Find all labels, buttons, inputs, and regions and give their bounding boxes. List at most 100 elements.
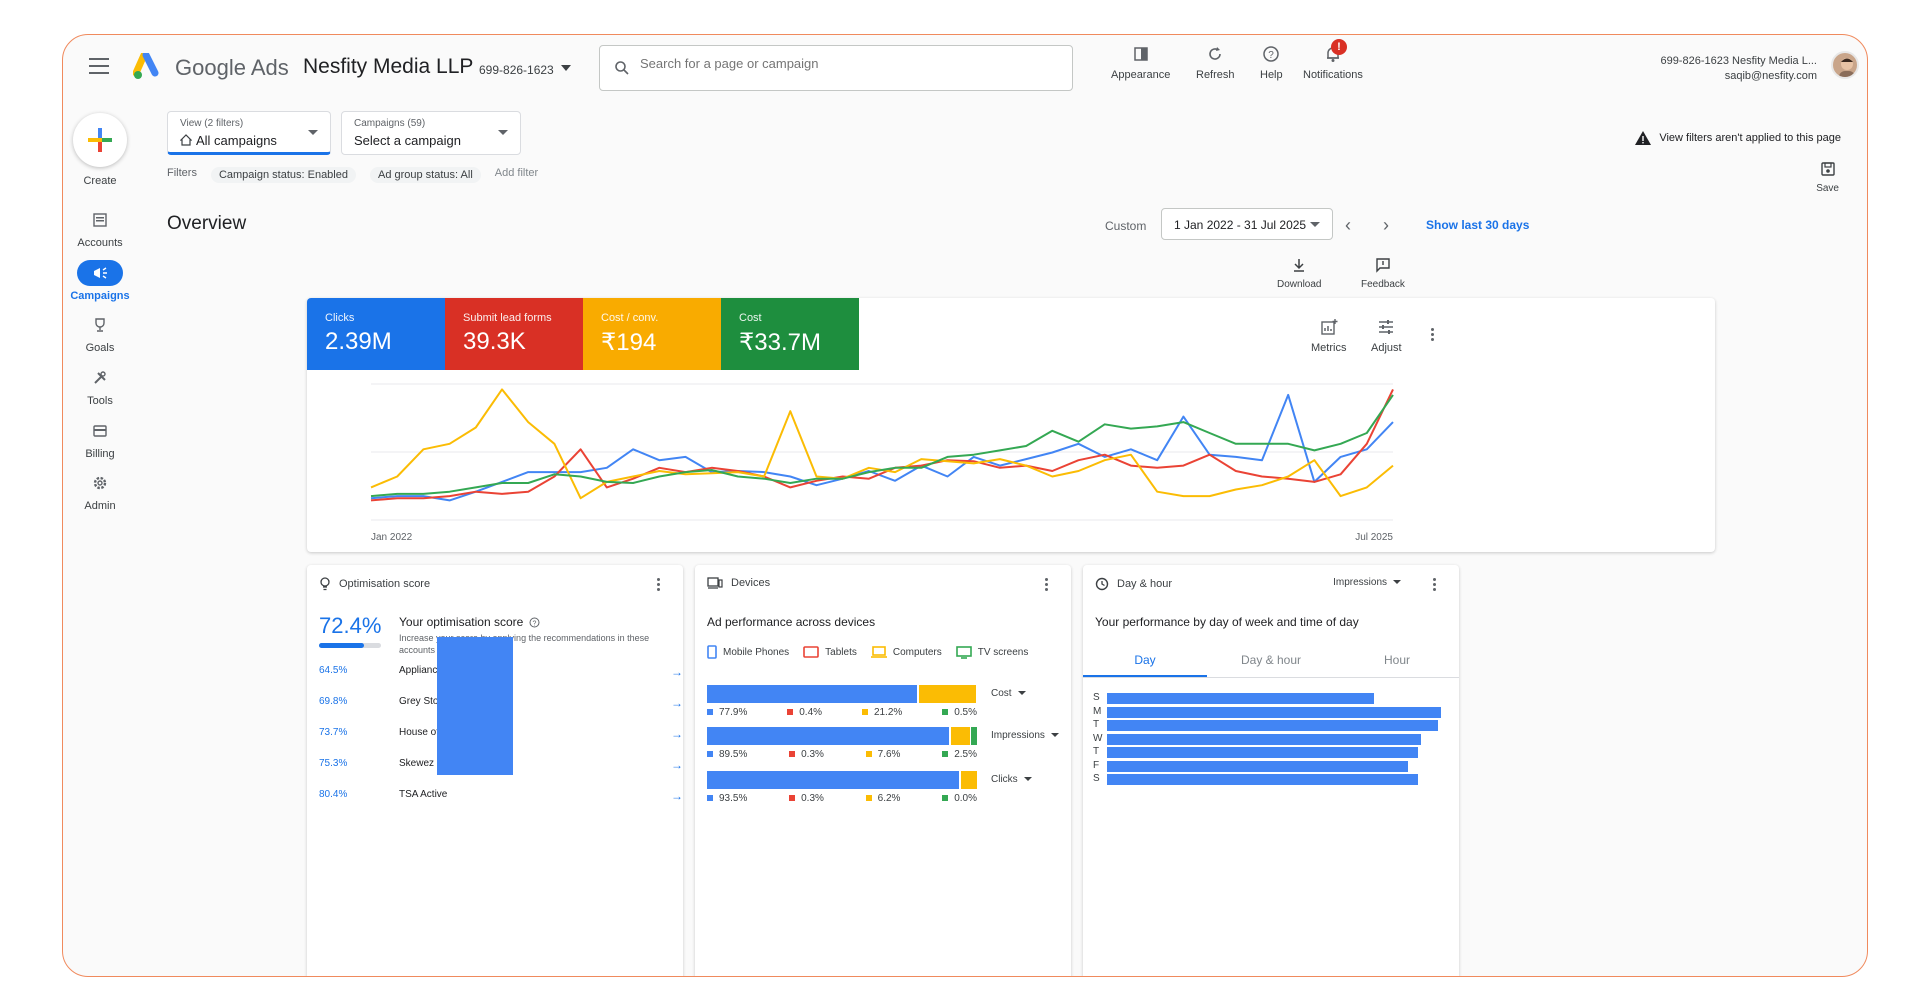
notifications-button[interactable]: ! Notifications (1303, 39, 1363, 81)
nav-tools[interactable]: Tools (63, 365, 137, 407)
device-bar-segment (960, 771, 977, 789)
view-filter-select[interactable]: View (2 filters) All campaigns (167, 111, 331, 155)
device-percentage: 77.9% (707, 707, 747, 718)
date-range-select[interactable]: 1 Jan 2022 - 31 Jul 2025 (1161, 208, 1333, 240)
help-icon[interactable]: ? (529, 617, 540, 628)
nav-campaigns[interactable]: Campaigns (63, 260, 137, 302)
add-filter-button[interactable]: Add filter (494, 167, 539, 179)
user-account-line[interactable]: 699-826-1623 Nesfity Media L... (1660, 55, 1817, 67)
device-percentages: 89.5% 0.3% 7.6% 2.5% (707, 749, 977, 760)
nav-accounts[interactable]: Accounts (63, 207, 137, 249)
account-row[interactable]: 64.5% Applianc → (319, 665, 683, 685)
metric-value: ₹33.7M (739, 329, 821, 356)
impressions-dropdown[interactable]: Impressions (1333, 577, 1401, 588)
help-button[interactable]: ? Help (1260, 45, 1283, 81)
legend-mobile: Mobile Phones (707, 645, 789, 659)
arrow-right-icon[interactable]: → (671, 758, 683, 772)
day-label: M (1093, 705, 1102, 717)
download-icon (1294, 259, 1305, 272)
save-button[interactable]: Save (1816, 161, 1839, 194)
more-options-icon[interactable] (1431, 328, 1435, 343)
device-metric-dropdown[interactable]: Clicks (991, 774, 1032, 785)
more-options-icon[interactable] (657, 578, 661, 593)
nav-billing[interactable]: Billing (63, 418, 137, 460)
hamburger-menu-icon[interactable] (89, 58, 109, 74)
device-percentage: 89.5% (707, 749, 747, 760)
arrow-right-icon[interactable]: → (671, 789, 683, 803)
svg-text:?: ? (533, 620, 537, 627)
account-dropdown-icon[interactable] (561, 65, 571, 71)
create-button[interactable] (73, 113, 127, 167)
account-row[interactable]: 80.4% TSA Active → (319, 789, 683, 809)
show-last-30-days-link[interactable]: Show last 30 days (1426, 218, 1530, 232)
download-label: Download (1277, 279, 1322, 290)
metric-tile-cost-per-conv[interactable]: Cost / conv. ₹194 (583, 298, 721, 370)
account-name[interactable]: Nesfity Media LLP (303, 55, 474, 78)
avatar[interactable] (1831, 51, 1859, 79)
device-metric-dropdown[interactable]: Cost (991, 688, 1026, 699)
account-score: 75.3% (319, 758, 348, 769)
search-box[interactable] (599, 45, 1073, 91)
save-label: Save (1816, 183, 1839, 194)
device-percentage: 93.5% (707, 793, 747, 804)
arrow-right-icon[interactable]: → (671, 696, 683, 710)
view-filter-value: All campaigns (179, 133, 277, 148)
device-bar-segment (917, 685, 919, 703)
campaigns-icon (94, 267, 107, 279)
arrow-right-icon[interactable]: → (671, 665, 683, 679)
appearance-button[interactable]: Appearance (1111, 45, 1170, 81)
device-percentage: 6.2% (866, 793, 901, 804)
account-row[interactable]: 69.8% Grey Stor → (319, 696, 683, 716)
tab-day-and-hour[interactable]: Day & hour (1240, 653, 1302, 667)
nav-tools-label: Tools (87, 395, 113, 407)
devices-card: Devices Ad performance across devices Mo… (695, 565, 1071, 976)
nav-admin-label: Admin (84, 500, 116, 512)
more-options-icon[interactable] (1433, 578, 1437, 593)
device-bar-segment (707, 771, 960, 789)
download-button[interactable]: Download (1277, 257, 1321, 290)
tab-day[interactable]: Day (1083, 653, 1207, 677)
help-icon: ? (1263, 46, 1280, 62)
refresh-label: Refresh (1196, 69, 1235, 81)
optimisation-subtitle: Increase your score by applying the reco… (399, 633, 650, 655)
next-period-icon[interactable]: › (1383, 215, 1389, 235)
svg-text:?: ? (1269, 50, 1275, 61)
more-options-icon[interactable] (1045, 578, 1049, 593)
metric-tile-submit-lead-forms[interactable]: Submit lead forms 39.3K (445, 298, 583, 370)
account-row[interactable]: 73.7% House of → (319, 727, 683, 747)
nav-admin[interactable]: Admin (63, 470, 137, 512)
device-percentage: 0.0% (942, 793, 977, 804)
optimisation-score-bar (319, 643, 381, 648)
filter-warning: View filters aren't applied to this page (1635, 131, 1841, 145)
feedback-button[interactable]: Feedback (1361, 257, 1405, 290)
day-hour-card: Day & hour Impressions Your performance … (1083, 565, 1459, 976)
account-row[interactable]: 75.3% Skewez E → (319, 758, 683, 778)
metric-label: Submit lead forms (463, 312, 552, 324)
adjust-button[interactable]: Adjust (1371, 318, 1402, 354)
metrics-button[interactable]: Metrics (1311, 318, 1346, 354)
previous-period-icon[interactable]: ‹ (1345, 215, 1351, 235)
tab-hour[interactable]: Hour (1383, 653, 1410, 667)
search-input[interactable] (640, 56, 1040, 71)
refresh-button[interactable]: Refresh (1196, 45, 1235, 81)
campaign-select[interactable]: Campaigns (59) Select a campaign (341, 111, 521, 155)
arrow-right-icon[interactable]: → (671, 727, 683, 741)
save-icon (1820, 162, 1835, 176)
filter-chip-ad-group-status[interactable]: Ad group status: All (369, 167, 481, 183)
nav-goals[interactable]: Goals (63, 312, 137, 354)
metric-tile-cost[interactable]: Cost ₹33.7M (721, 298, 859, 370)
billing-icon (93, 425, 107, 437)
account-name: House of (399, 727, 440, 738)
user-email[interactable]: saqib@nesfity.com (1724, 70, 1817, 82)
account-id[interactable]: 699-826-1623 (479, 63, 554, 77)
filter-chip-campaign-status[interactable]: Campaign status: Enabled (210, 167, 356, 183)
account-name: TSA Active (399, 789, 448, 800)
device-percentage: 0.5% (942, 707, 977, 718)
day-label: T (1093, 719, 1100, 730)
device-metric-dropdown[interactable]: Impressions (991, 730, 1059, 741)
clock-icon (1095, 577, 1109, 591)
top-bar: Google Ads Nesfity Media LLP 699-826-162… (63, 35, 1867, 103)
device-bar-segment (707, 727, 949, 745)
metric-tile-clicks[interactable]: Clicks 2.39M (307, 298, 445, 370)
nav-billing-label: Billing (85, 448, 115, 460)
